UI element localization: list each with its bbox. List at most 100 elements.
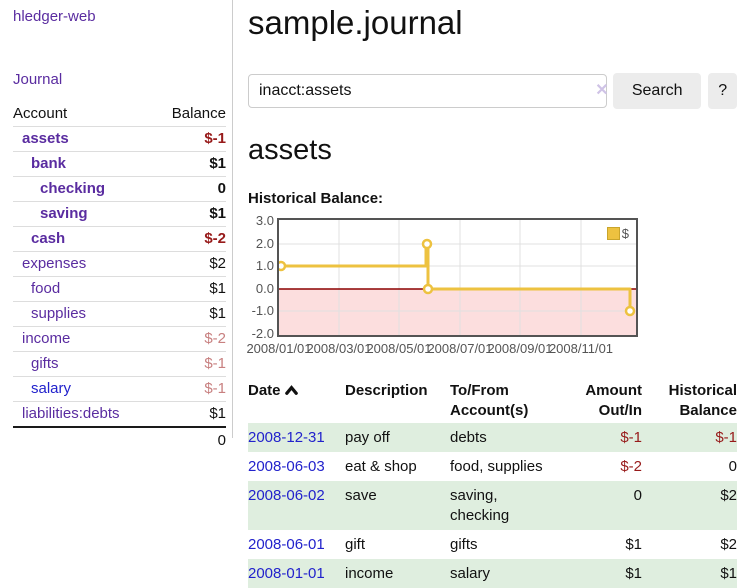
- account-balance: $1: [154, 201, 226, 227]
- register-table: Date Description To/From Account(s) Amou…: [248, 379, 737, 588]
- account-row: food $1: [13, 276, 226, 302]
- account-link[interactable]: supplies: [31, 305, 87, 322]
- transaction-date-link[interactable]: 2008-06-02: [248, 487, 325, 504]
- register-description-cell: income: [345, 565, 394, 582]
- register-date-cell: 2008-06-02: [248, 481, 345, 530]
- accounts-header-account: Account: [13, 102, 155, 127]
- register-date-cell: 2008-12-31: [248, 423, 345, 452]
- register-header-date[interactable]: Date: [248, 379, 345, 423]
- account-cell: salary: [13, 376, 155, 402]
- transaction-date-link[interactable]: 2008-06-03: [248, 458, 325, 475]
- register-accounts-cell: saving, checking: [450, 487, 510, 524]
- y-axis-tick-label: 3.0: [255, 213, 274, 228]
- x-axis-tick-label: 2008/01/01: [246, 341, 312, 356]
- account-cell: checking: [13, 176, 155, 202]
- register-header-row: Date Description To/From Account(s) Amou…: [248, 379, 737, 423]
- account-link[interactable]: bank: [31, 155, 67, 172]
- account-row: assets $-1: [13, 126, 226, 152]
- y-axis-tick-label: 0.0: [255, 281, 274, 296]
- accounts-header-balance: Balance: [154, 102, 226, 127]
- register-date-cell: 2008-06-03: [248, 452, 345, 481]
- app-brand-link[interactable]: hledger-web: [13, 8, 96, 25]
- x-axis-tick-label: 2008/07/01: [427, 341, 493, 356]
- search-form: ✕ Search ?: [248, 73, 737, 109]
- account-link[interactable]: expenses: [22, 255, 87, 272]
- account-cell: supplies: [13, 301, 155, 327]
- account-balance: $1: [154, 151, 226, 177]
- register-header-amount: Amount Out/In: [585, 382, 642, 419]
- search-button[interactable]: Search: [613, 73, 702, 109]
- register-amount-cell: $-1: [620, 429, 642, 446]
- account-link[interactable]: liabilities:debts: [22, 405, 120, 422]
- negative-region: [279, 289, 636, 335]
- account-link[interactable]: checking: [40, 180, 106, 197]
- account-balance: $2: [154, 251, 226, 277]
- x-axis-tick-label: 2008/09/01: [487, 341, 553, 356]
- legend-swatch-icon: [606, 227, 620, 240]
- account-link[interactable]: gifts: [31, 355, 59, 372]
- register-amount-cell: $1: [625, 565, 642, 582]
- account-link[interactable]: income: [22, 330, 71, 347]
- account-balance: $-1: [154, 376, 226, 402]
- register-accounts-cell: food, supplies: [450, 458, 543, 475]
- y-axis-tick-label: -1.0: [251, 303, 274, 318]
- account-cell: gifts: [13, 351, 155, 377]
- register-description-cell: eat & shop: [345, 458, 417, 475]
- y-axis-tick-label: 2.0: [255, 236, 274, 251]
- account-row: cash $-2: [13, 226, 226, 252]
- register-balance-cell: $2: [720, 536, 737, 553]
- register-amount-cell: $1: [625, 536, 642, 553]
- y-axis-tick-label: 1.0: [255, 258, 274, 273]
- register-description-cell: pay off: [345, 429, 390, 446]
- transaction-date-link[interactable]: 2008-01-01: [248, 565, 325, 582]
- register-accounts-cell: salary: [450, 565, 491, 582]
- main-content: sample.journal ✕ Search ? assets Histori…: [246, 0, 737, 588]
- account-row: liabilities:debts $1: [13, 401, 226, 428]
- sidebar-item-journal[interactable]: Journal: [13, 71, 63, 88]
- transaction-date-link[interactable]: 2008-06-01: [248, 536, 325, 553]
- chevron-up-icon: [284, 385, 298, 395]
- legend-label: $: [621, 226, 629, 241]
- account-row: expenses $2: [13, 251, 226, 277]
- account-link[interactable]: salary: [31, 380, 72, 397]
- account-link[interactable]: cash: [31, 230, 66, 247]
- account-link[interactable]: assets: [22, 130, 69, 147]
- account-cell: income: [13, 326, 155, 352]
- account-cell: liabilities:debts: [13, 401, 155, 428]
- account-page-title: assets: [248, 134, 332, 166]
- clear-search-icon[interactable]: ✕: [595, 82, 609, 99]
- register-balance-cell: $2: [720, 487, 737, 504]
- account-balance: $-1: [154, 126, 226, 152]
- account-link[interactable]: saving: [40, 205, 88, 222]
- account-cell: expenses: [13, 251, 155, 277]
- register-row: 2008-06-01 gift gifts $1 $2: [248, 530, 737, 559]
- account-balance: $-1: [154, 351, 226, 377]
- sidebar: hledger-web Journal Account Balance asse…: [0, 0, 233, 453]
- account-balance: $1: [154, 401, 226, 428]
- account-row: checking 0: [13, 176, 226, 202]
- chart-label: Historical Balance:: [248, 190, 384, 207]
- account-cell: assets: [13, 126, 155, 152]
- help-button[interactable]: ?: [708, 73, 737, 109]
- data-point-markers: [279, 238, 636, 317]
- search-input[interactable]: [248, 74, 608, 108]
- account-row: saving $1: [13, 201, 226, 227]
- transaction-date-link[interactable]: 2008-12-31: [248, 429, 325, 446]
- register-date-cell: 2008-06-01: [248, 530, 345, 559]
- x-axis-tick-label: 2008/03/01: [306, 341, 372, 356]
- chart-plot-area: $: [277, 218, 638, 337]
- register-row: 2008-12-31 pay off debts $-1 $-1: [248, 423, 737, 452]
- account-row: supplies $1: [13, 301, 226, 327]
- register-accounts-cell: gifts: [450, 536, 478, 553]
- register-amount-cell: $-2: [620, 458, 642, 475]
- register-header-description: Description: [345, 382, 428, 399]
- x-axis-tick-label: 2008/11/01: [548, 341, 614, 356]
- accounts-table: Account Balance assets $-1 bank $1 check…: [13, 102, 226, 453]
- y-axis-tick-label: -2.0: [251, 326, 274, 341]
- historical-balance-chart: 3.0 2.0 1.0 0.0 -1.0 -2.0: [246, 213, 737, 358]
- accounts-total-row: 0: [13, 426, 226, 453]
- account-row: gifts $-1: [13, 351, 226, 377]
- account-link[interactable]: food: [31, 280, 61, 297]
- register-balance-cell: $1: [720, 565, 737, 582]
- accounts-total-value: 0: [154, 426, 226, 453]
